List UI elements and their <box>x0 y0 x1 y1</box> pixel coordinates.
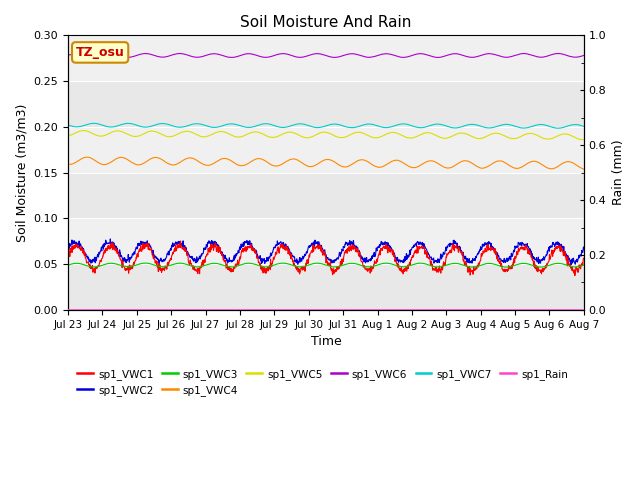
Y-axis label: Rain (mm): Rain (mm) <box>612 140 625 205</box>
Bar <box>68 218 584 264</box>
Bar <box>68 36 584 81</box>
Bar <box>68 81 584 127</box>
Bar <box>68 264 584 310</box>
Legend: sp1_VWC1, sp1_VWC2, sp1_VWC3, sp1_VWC4, sp1_VWC5, sp1_VWC6, sp1_VWC7, sp1_Rain: sp1_VWC1, sp1_VWC2, sp1_VWC3, sp1_VWC4, … <box>73 364 572 400</box>
Bar <box>68 173 584 218</box>
Bar <box>68 127 584 173</box>
Y-axis label: Soil Moisture (m3/m3): Soil Moisture (m3/m3) <box>15 103 28 242</box>
X-axis label: Time: Time <box>310 335 341 348</box>
Title: Soil Moisture And Rain: Soil Moisture And Rain <box>240 15 412 30</box>
Text: TZ_osu: TZ_osu <box>76 46 125 59</box>
